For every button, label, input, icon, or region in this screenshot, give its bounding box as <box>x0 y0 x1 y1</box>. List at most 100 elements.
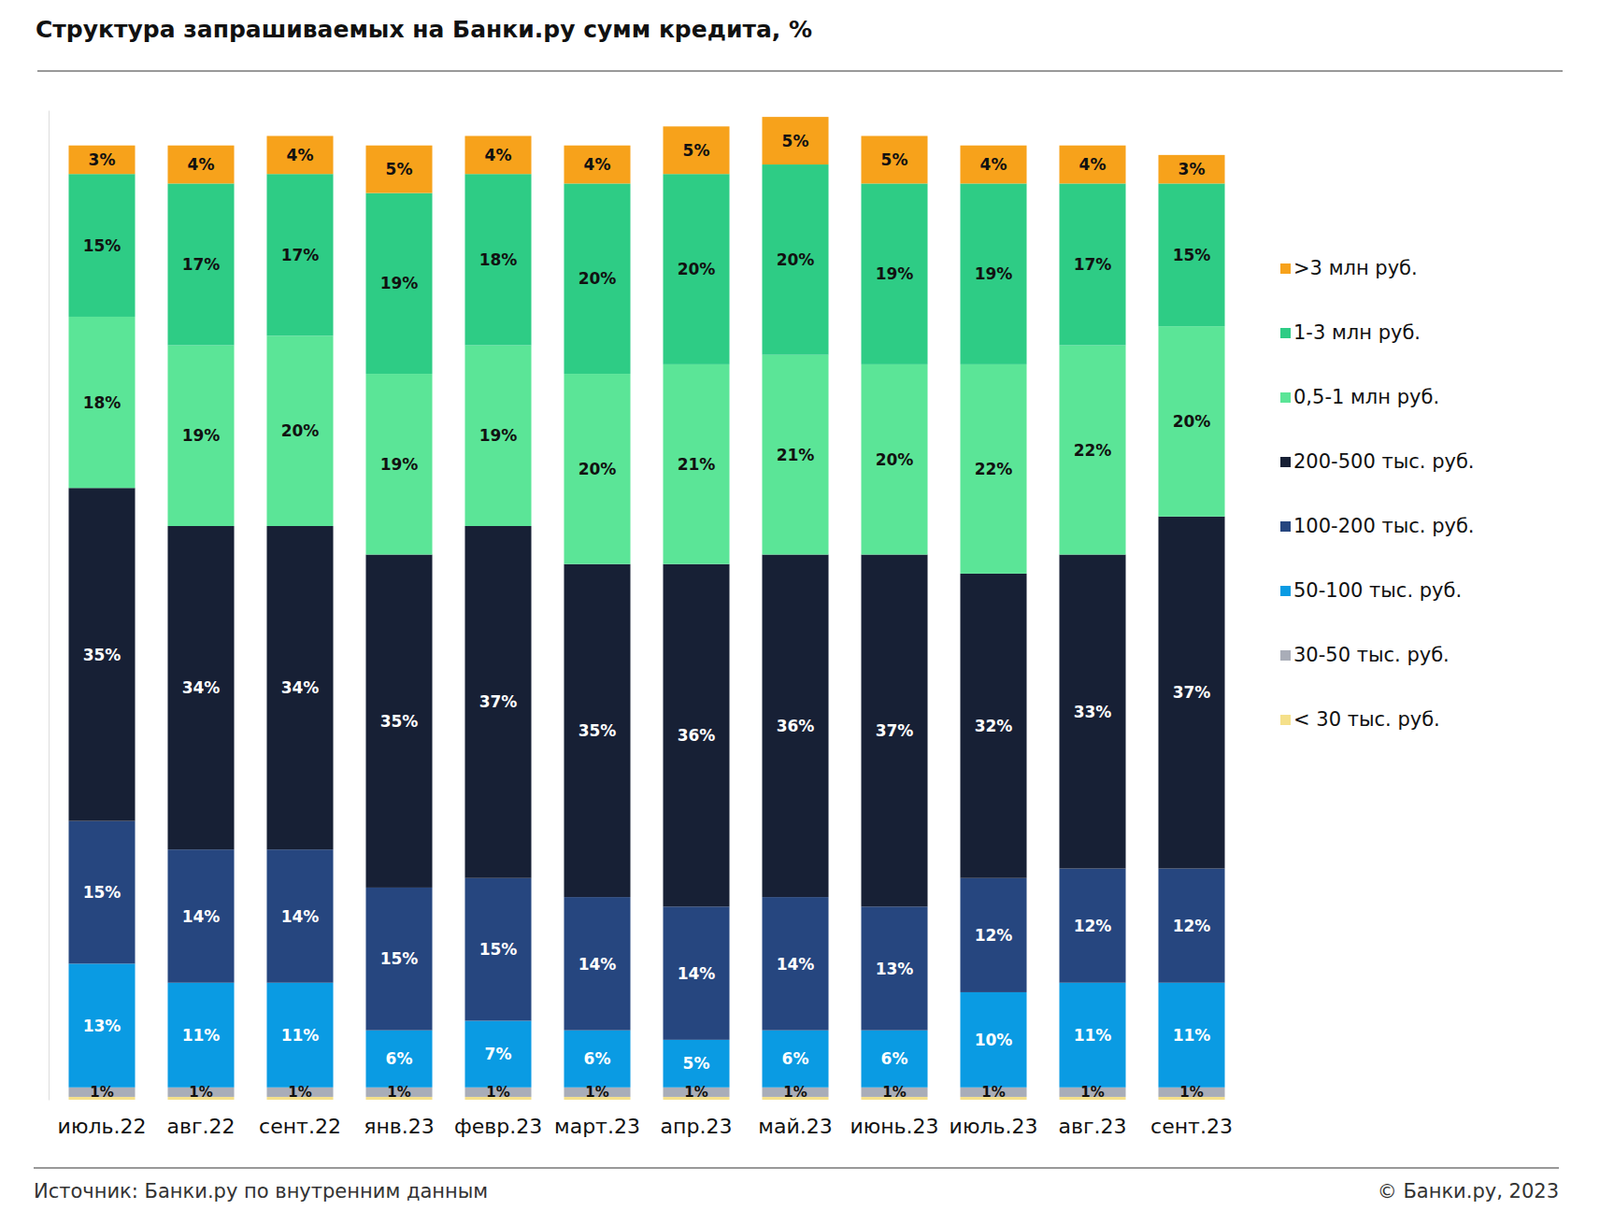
data-label: 3% <box>88 150 116 170</box>
data-label: 5% <box>782 131 810 151</box>
bar-segment <box>1157 983 1225 1088</box>
legend-label: < 30 тыс. руб. <box>1293 708 1441 731</box>
x-tick-label: авг.22 <box>167 1114 236 1139</box>
data-label: 17% <box>1073 255 1113 274</box>
legend-swatch <box>1280 263 1291 274</box>
x-axis: июль.22авг.22сент.22янв.23февр.23март.23… <box>53 1100 1243 1139</box>
bar-segment <box>1157 155 1225 185</box>
bar-segment <box>68 963 135 1087</box>
data-label: 35% <box>578 721 617 741</box>
bar-segment <box>167 526 234 850</box>
legend-item: >3 млн руб. <box>1280 257 1418 280</box>
bar-segment <box>68 173 135 317</box>
data-label: 1% <box>585 1084 609 1101</box>
data-label: 20% <box>578 269 617 288</box>
bar-segment <box>464 1020 531 1087</box>
data-label: 6% <box>782 1049 810 1069</box>
data-label: 20% <box>875 450 915 470</box>
data-label: 20% <box>281 421 320 441</box>
data-label: 5% <box>881 150 909 170</box>
data-label: 4% <box>584 155 612 174</box>
bar-segment <box>662 564 729 908</box>
data-label: 21% <box>677 455 716 474</box>
data-label: 1% <box>89 1084 114 1101</box>
bar-segment <box>464 135 531 174</box>
x-tick-label: июль.23 <box>949 1114 1039 1139</box>
x-tick-label: март.23 <box>554 1114 641 1139</box>
bar-segment <box>959 183 1027 364</box>
bar-segment <box>266 849 333 984</box>
bar-segment <box>563 145 630 185</box>
y-axis <box>48 111 50 1101</box>
data-label: 4% <box>286 145 315 165</box>
x-tick-label: апр.23 <box>660 1114 733 1139</box>
data-label: 33% <box>1073 702 1113 722</box>
data-label: 15% <box>380 949 419 969</box>
data-label: 7% <box>485 1044 513 1064</box>
source: Источник: Банки.ру по внутренним данным <box>33 1180 488 1203</box>
bars <box>68 116 1225 1100</box>
data-label: 37% <box>479 692 518 712</box>
data-label: 12% <box>1172 916 1212 936</box>
legend-label: 30-50 тыс. руб. <box>1293 643 1450 667</box>
data-label: 35% <box>380 712 419 731</box>
legend-label: 0,5-1 млн руб. <box>1293 385 1440 409</box>
bar-segment <box>1058 145 1126 185</box>
bar-segment <box>365 373 432 555</box>
data-label: 36% <box>776 716 815 736</box>
legend-label: 1-3 млн руб. <box>1293 321 1421 344</box>
bar-segment <box>860 183 928 364</box>
data-label: 19% <box>974 264 1014 284</box>
x-tick-label: июнь.23 <box>849 1114 939 1139</box>
x-tick: июль.22 <box>57 1100 147 1139</box>
bar-segment <box>959 145 1027 185</box>
legend-label: 200-500 тыс. руб. <box>1293 450 1475 473</box>
bar-segment <box>959 573 1027 879</box>
rule <box>37 71 1563 72</box>
data-label: 1% <box>783 1084 807 1101</box>
legend-item: 50-100 тыс. руб. <box>1280 579 1462 602</box>
title: Структура запрашиваемых на Банки.ру сумм… <box>35 15 813 43</box>
bar-segment <box>167 983 234 1088</box>
bar-segment <box>266 335 333 527</box>
data-label: 1% <box>684 1084 708 1101</box>
legend-swatch <box>1280 392 1291 403</box>
data-label: 3% <box>1178 159 1206 179</box>
bar-segment <box>959 878 1027 993</box>
legend-swatch <box>1280 714 1291 726</box>
data-label: 6% <box>584 1049 612 1069</box>
data-label: 4% <box>980 155 1008 174</box>
data-label: 32% <box>974 716 1014 736</box>
x-tick: сент.23 <box>1150 1100 1233 1139</box>
x-tick: апр.23 <box>660 1100 733 1139</box>
x-tick-label: янв.23 <box>363 1114 435 1139</box>
data-label: 15% <box>83 883 122 902</box>
x-tick-label: май.23 <box>757 1114 832 1139</box>
legend-item: < 30 тыс. руб. <box>1280 708 1441 731</box>
data-label: 15% <box>479 940 518 959</box>
data-label: 1% <box>188 1084 213 1101</box>
data-label: 20% <box>677 259 716 279</box>
bar-segment <box>662 906 729 1041</box>
data-label: 5% <box>683 141 711 160</box>
bar-segment <box>563 1030 630 1088</box>
data-label: 18% <box>479 250 518 270</box>
legend-swatch <box>1280 521 1291 532</box>
bar-segment <box>68 487 135 821</box>
legend-swatch <box>1280 585 1291 597</box>
data-label: 19% <box>479 426 518 445</box>
data-label: 1% <box>1179 1084 1203 1101</box>
bar-segment <box>167 345 234 527</box>
bar-segment <box>266 173 333 336</box>
data-label: 10% <box>974 1030 1014 1050</box>
bar-segment <box>464 878 531 1022</box>
data-label: 36% <box>677 726 716 745</box>
data-label: 6% <box>881 1049 909 1069</box>
bar-segment <box>1157 516 1225 870</box>
data-label: 14% <box>182 907 221 927</box>
bar-segment <box>860 364 928 556</box>
data-labels: 1%13%15%35%18%15%3%1%11%14%34%19%17%4%1%… <box>83 131 1212 1102</box>
data-label: 15% <box>83 236 122 256</box>
bar-segment <box>68 145 135 175</box>
data-label: 1% <box>1080 1084 1104 1101</box>
